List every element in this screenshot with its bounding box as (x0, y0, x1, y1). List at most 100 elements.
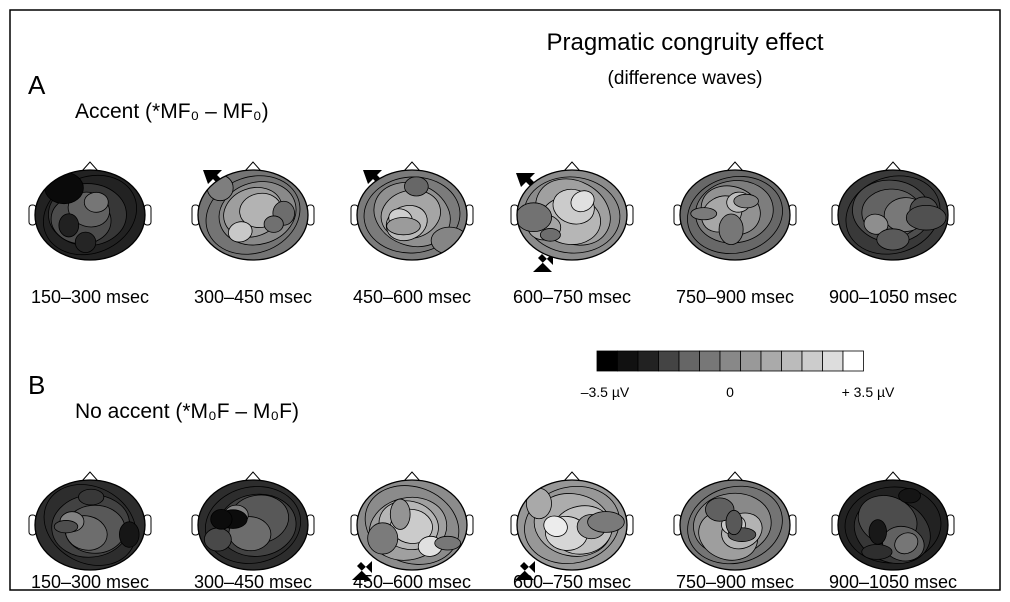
scale-min-label: –3.5 µV (581, 384, 630, 400)
contour (905, 204, 947, 231)
head-outline (197, 169, 309, 261)
scale-box (822, 350, 844, 372)
scale-box (637, 350, 659, 372)
arrow (515, 561, 535, 580)
head-outline (837, 479, 949, 571)
scalp-map (350, 471, 474, 571)
time-label: 600–750 msec (513, 572, 631, 592)
scale-box (842, 350, 864, 372)
scalp-map (831, 471, 955, 571)
time-label: 450–600 msec (353, 572, 471, 592)
head-outline (516, 479, 628, 571)
scale-box (719, 350, 741, 372)
time-label: 900–1050 msec (829, 287, 957, 307)
contour (228, 221, 253, 243)
contour (718, 213, 744, 246)
contour (118, 521, 140, 548)
time-label: 150–300 msec (31, 287, 149, 307)
figure-title: Pragmatic congruity effect (546, 29, 823, 56)
contour (367, 522, 399, 555)
time-label: 150–300 msec (31, 572, 149, 592)
head-outline (516, 169, 628, 261)
contour (898, 488, 921, 504)
panel-label: No accent (*M₀F – M₀F) (75, 400, 299, 423)
contours (357, 170, 467, 260)
scalp-map (191, 161, 315, 261)
contour (74, 231, 97, 253)
scale-box (699, 350, 721, 372)
contours (838, 170, 948, 260)
contour (389, 498, 411, 530)
scalp-map (191, 471, 315, 571)
contour (434, 535, 462, 551)
scalp-map (831, 161, 955, 261)
contours (680, 170, 790, 260)
contours (838, 480, 948, 570)
head-outline (34, 479, 146, 571)
contour (876, 228, 910, 251)
contours (35, 170, 145, 260)
scale-max-label: + 3.5 µV (842, 384, 895, 400)
contour (861, 544, 893, 560)
contour (526, 487, 552, 520)
contours (517, 170, 627, 260)
time-label: 900–1050 msec (829, 572, 957, 592)
contour (263, 215, 284, 233)
contour (83, 191, 109, 213)
head-outline (679, 169, 791, 261)
panel-letter: A (28, 70, 46, 100)
scale-box (617, 350, 639, 372)
contour (44, 171, 84, 205)
contours (198, 480, 308, 570)
contours (680, 480, 790, 570)
time-label: 300–450 msec (194, 572, 312, 592)
time-label: 750–900 msec (676, 287, 794, 307)
scalp-map (350, 161, 474, 261)
time-label: 750–900 msec (676, 572, 794, 592)
time-label: 450–600 msec (353, 287, 471, 307)
head-outline (34, 169, 146, 261)
contour (863, 213, 889, 235)
contour (430, 226, 467, 255)
contour (543, 515, 568, 537)
figure-subtitle: (difference waves) (608, 68, 763, 89)
contour (705, 497, 735, 522)
contour (690, 207, 718, 221)
arrow (533, 253, 553, 272)
scale-box (596, 350, 618, 372)
arrow (352, 561, 372, 580)
contours (517, 480, 627, 570)
scalp-map (28, 161, 152, 261)
head-outline (356, 169, 468, 261)
scale-box (678, 350, 700, 372)
contour (210, 508, 233, 530)
scalp-map (673, 161, 797, 261)
scalp-map (28, 471, 152, 571)
scalp-map (510, 161, 634, 261)
head-outline (679, 479, 791, 571)
contour (203, 527, 232, 552)
contour (587, 511, 625, 533)
contours (35, 480, 145, 570)
scalp-map (510, 471, 634, 571)
contour (386, 217, 421, 236)
head-outline (197, 479, 309, 571)
color-scale (596, 350, 864, 372)
contour (539, 228, 561, 242)
contours (198, 170, 308, 260)
contour (517, 202, 553, 233)
contour (58, 213, 80, 238)
panel-label: Accent (*MF₀ – MF₀) (75, 100, 269, 123)
frame (9, 9, 1001, 591)
scale-box (740, 350, 762, 372)
head-outline (356, 479, 468, 571)
time-label: 600–750 msec (513, 287, 631, 307)
scalp-map (673, 471, 797, 571)
time-label: 300–450 msec (194, 287, 312, 307)
contour (78, 488, 105, 506)
contour (570, 190, 595, 213)
contour (725, 509, 743, 536)
contour (868, 519, 887, 545)
panel-letter: B (28, 370, 45, 400)
